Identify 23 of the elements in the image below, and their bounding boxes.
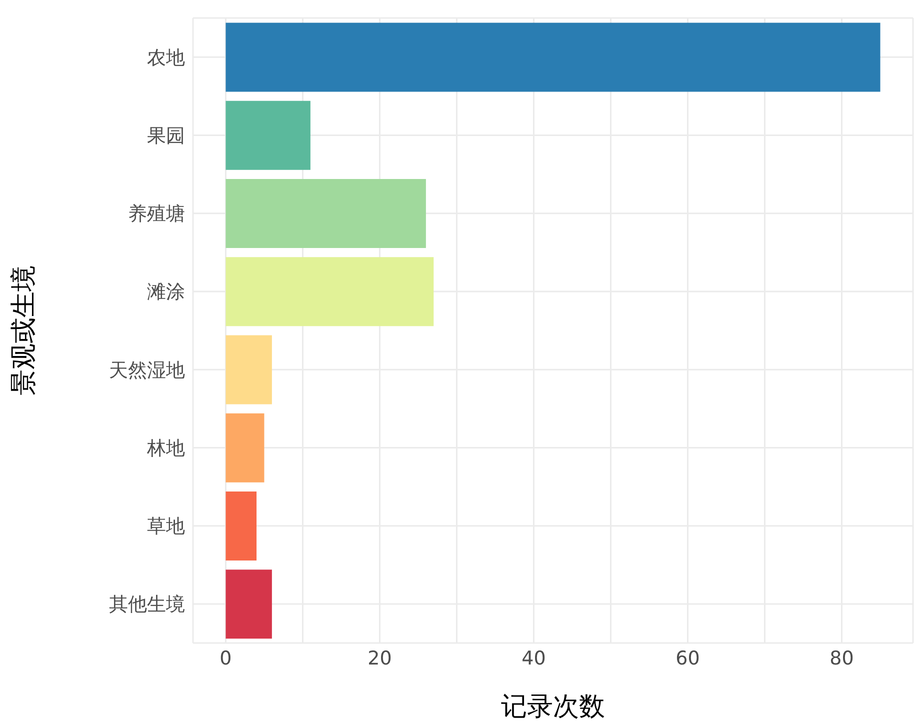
x-axis-title: 记录次数 bbox=[501, 692, 605, 722]
bar bbox=[226, 100, 310, 170]
bar bbox=[226, 178, 426, 248]
y-tick-label: 林地 bbox=[146, 437, 185, 460]
y-tick-label: 果园 bbox=[147, 124, 185, 147]
y-tick-label: 草地 bbox=[147, 516, 185, 538]
y-tick-label: 养殖塘 bbox=[128, 203, 185, 226]
x-tick-label: 80 bbox=[830, 647, 854, 670]
x-tick-label: 60 bbox=[676, 647, 700, 670]
x-tick-label: 0 bbox=[220, 647, 232, 670]
y-tick-label: 天然湿地 bbox=[109, 359, 185, 382]
bar bbox=[226, 413, 264, 482]
bar bbox=[226, 491, 257, 560]
y-tick-label: 滩涂 bbox=[147, 281, 185, 304]
y-axis-title: 景观或生境 bbox=[9, 266, 40, 396]
bar bbox=[226, 22, 880, 92]
x-tick-label: 20 bbox=[368, 647, 392, 670]
bar bbox=[226, 335, 272, 404]
y-tick-label: 其他生境 bbox=[109, 594, 185, 616]
y-tick-label: 农地 bbox=[147, 46, 185, 69]
x-tick-label: 40 bbox=[522, 647, 546, 670]
bar bbox=[226, 570, 272, 639]
bar bbox=[226, 257, 434, 326]
